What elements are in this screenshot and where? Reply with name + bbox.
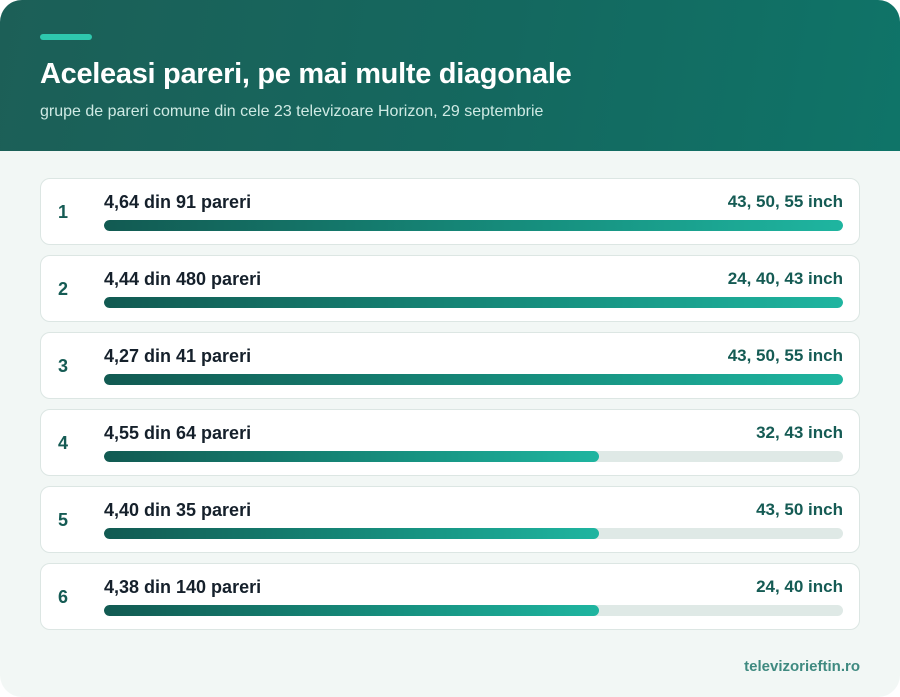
bar-track <box>104 297 843 308</box>
bar-track <box>104 528 843 539</box>
bar-track <box>104 374 843 385</box>
bar-track <box>104 451 843 462</box>
bar-row: 2 4,44 din 480 pareri 24, 40, 43 inch <box>40 255 860 322</box>
bar-track <box>104 605 843 616</box>
bar-fill <box>104 605 600 616</box>
page-title: Aceleasi pareri, pe mai multe diagonale <box>40 58 572 90</box>
diagonal-sizes: 32, 43 inch <box>756 423 843 442</box>
header-banner: Aceleasi pareri, pe mai multe diagonale … <box>0 0 900 151</box>
diagonal-sizes: 24, 40 inch <box>756 577 843 596</box>
rating-label: 4,27 din 41 pareri <box>104 346 252 366</box>
bar-row: 5 4,40 din 35 pareri 43, 50 inch <box>40 486 860 553</box>
diagonal-sizes: 43, 50, 55 inch <box>727 192 843 211</box>
page-subtitle: grupe de pareri comune din cele 23 telev… <box>40 103 544 120</box>
diagonal-sizes: 24, 40, 43 inch <box>727 269 843 288</box>
bar-fill <box>104 528 600 539</box>
bar-row: 3 4,27 din 41 pareri 43, 50, 55 inch <box>40 332 860 399</box>
accent-line <box>40 34 92 40</box>
source-label: televizorieftin.ro <box>744 658 860 675</box>
rating-label: 4,64 din 91 pareri <box>104 192 252 212</box>
bar-fill <box>104 451 600 462</box>
rank-number: 3 <box>58 356 69 376</box>
rank-number: 4 <box>58 433 69 453</box>
diagonal-sizes: 43, 50 inch <box>756 500 843 519</box>
rank-number: 6 <box>58 587 69 607</box>
rating-label: 4,38 din 140 pareri <box>104 577 262 597</box>
bar-fill <box>104 374 843 385</box>
rank-number: 2 <box>58 279 69 299</box>
rating-label: 4,40 din 35 pareri <box>104 500 252 520</box>
bar-fill <box>104 297 843 308</box>
rating-label: 4,55 din 64 pareri <box>104 423 252 443</box>
bar-row: 4 4,55 din 64 pareri 32, 43 inch <box>40 409 860 476</box>
rating-label: 4,44 din 480 pareri <box>104 269 262 289</box>
bar-row: 1 4,64 din 91 pareri 43, 50, 55 inch <box>40 178 860 245</box>
rank-number: 5 <box>58 510 69 530</box>
bar-row: 6 4,38 din 140 pareri 24, 40 inch <box>40 563 860 630</box>
bar-track <box>104 220 843 231</box>
diagonal-sizes: 43, 50, 55 inch <box>727 346 843 365</box>
rank-number: 1 <box>58 202 69 222</box>
bar-fill <box>104 220 843 231</box>
